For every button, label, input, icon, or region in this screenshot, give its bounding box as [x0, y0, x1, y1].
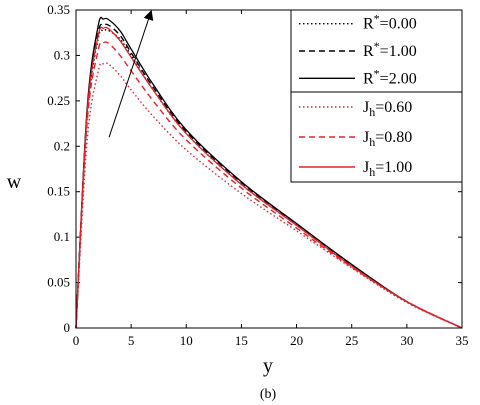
y-tick-label: 0.15	[47, 184, 70, 199]
x-tick-label: 35	[456, 333, 469, 348]
legend-label: R*=1.00	[363, 39, 417, 60]
x-axis-label: y	[263, 355, 273, 377]
legend-label: R*=2.00	[363, 66, 417, 87]
x-tick-label: 20	[290, 333, 303, 348]
y-tick-label: 0.1	[54, 229, 70, 244]
x-tick-label: 15	[235, 333, 248, 348]
series-line-3	[75, 62, 463, 329]
legend-label: Jh=1.00	[363, 159, 412, 179]
y-tick-label: 0.05	[47, 275, 70, 290]
y-tick-label: 0.2	[54, 138, 70, 153]
legend-label: R*=0.00	[363, 12, 417, 33]
annotation-layer	[108, 9, 154, 138]
legend-label: Jh=0.60	[363, 99, 412, 119]
legend-layer: R*=0.00 R*=1.00 R*=2.00 Jh=0.60 Jh=0.80 Jh=1.…	[290, 9, 463, 183]
figure-caption: (b)	[260, 387, 277, 402]
series-layer	[75, 16, 463, 329]
trend-arrow	[108, 9, 154, 138]
x-tick-label: 25	[345, 333, 358, 348]
y-tick-label: 0.3	[54, 47, 70, 62]
series-line-5	[75, 26, 463, 329]
x-tick-label: 30	[400, 333, 413, 348]
x-tick-label: 10	[180, 333, 193, 348]
y-tick-label: 0	[64, 320, 71, 335]
legend-label: Jh=0.80	[363, 129, 412, 149]
y-axis-label: w	[7, 171, 22, 193]
ticks-layer: 0 5 10 15 20 25 30 35 0 0.05 0.1 0.15 0.2 0.25 0.3 0.35	[47, 2, 468, 348]
y-tick-label: 0.35	[47, 2, 70, 17]
y-tick-label: 0.25	[47, 93, 70, 108]
series-line-4	[75, 41, 463, 329]
x-tick-label: 5	[128, 333, 135, 348]
series-line-2	[75, 16, 463, 329]
x-tick-label: 0	[73, 333, 80, 348]
